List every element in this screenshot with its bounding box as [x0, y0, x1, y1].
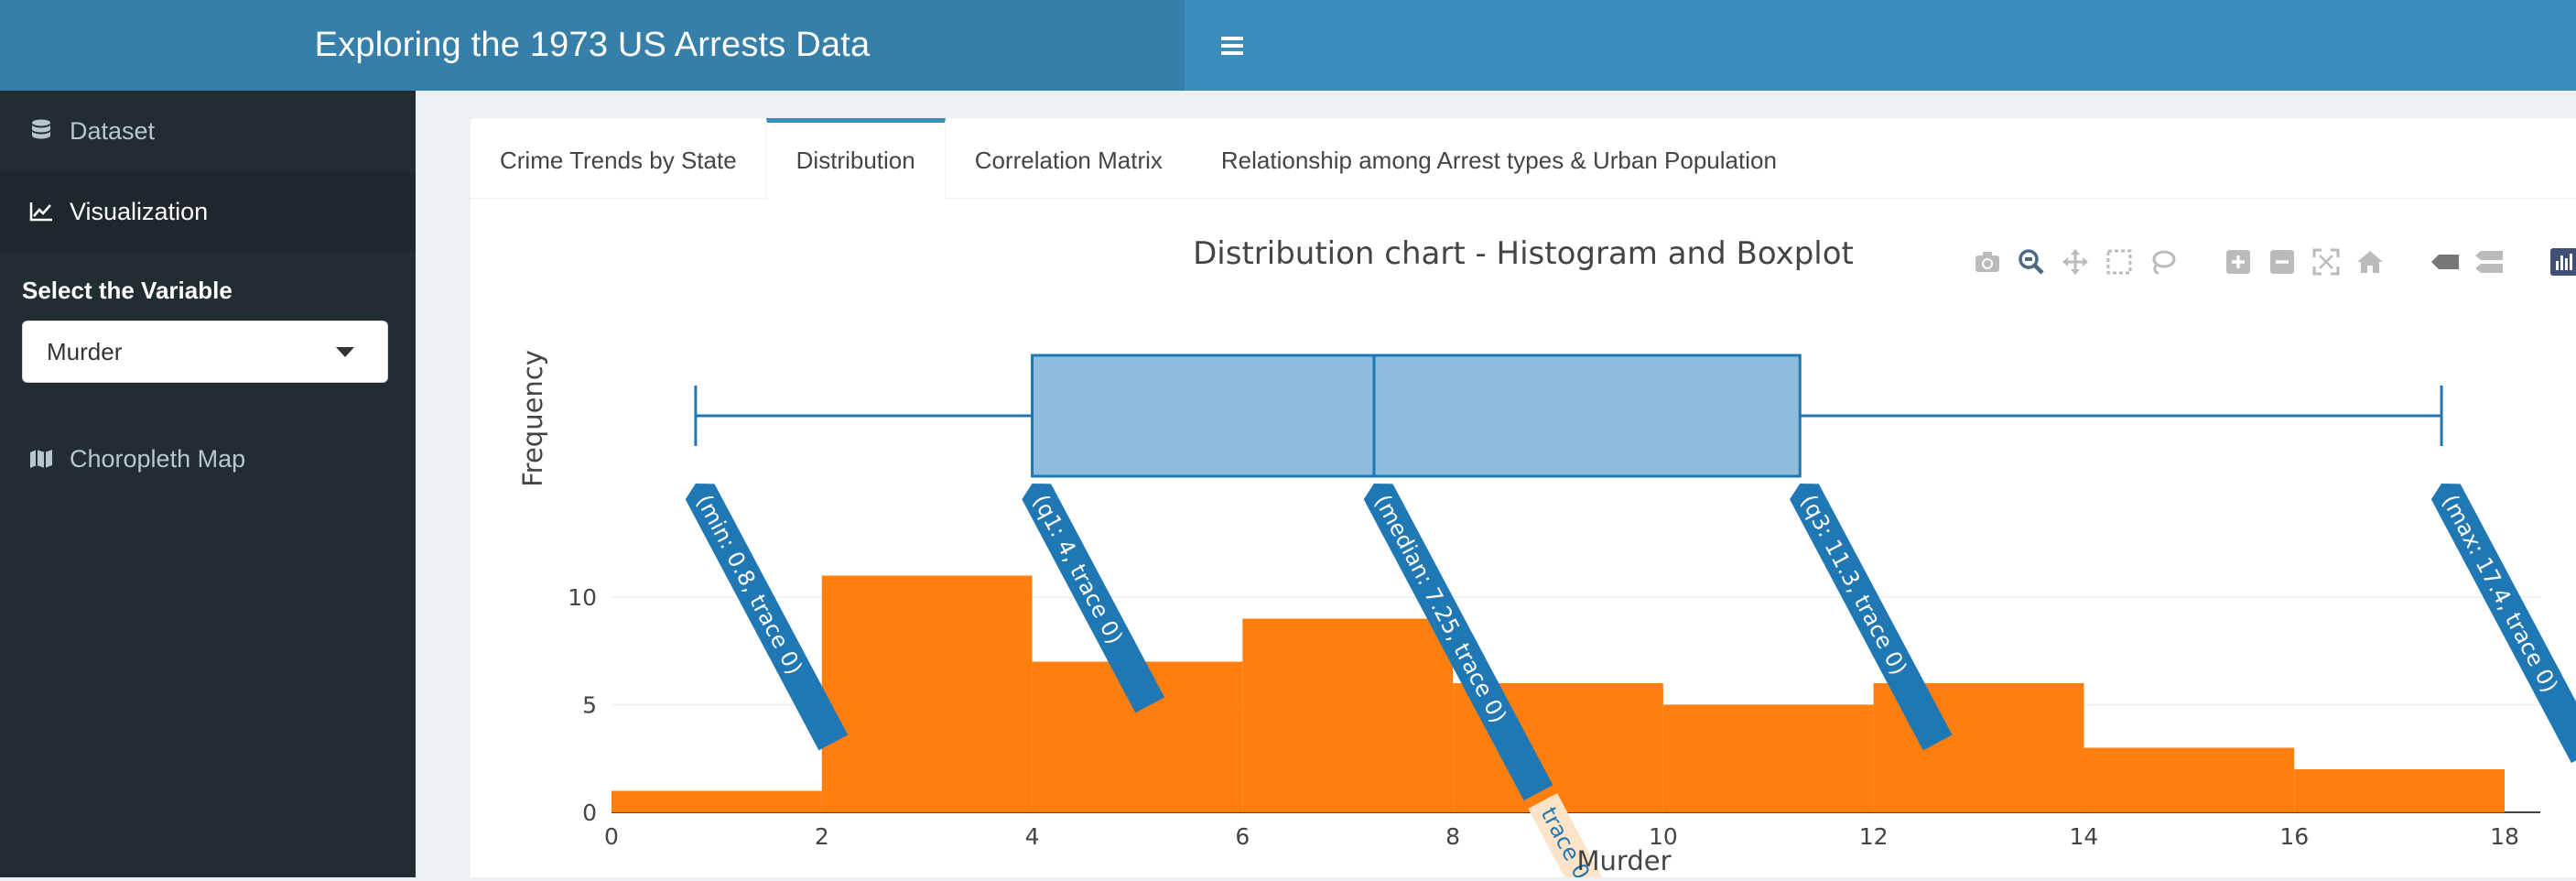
sidebar: Dataset Visualization Select the Variabl…: [0, 91, 416, 877]
x-tick-label: 0: [604, 823, 619, 850]
histogram-bar[interactable]: [1242, 618, 1454, 813]
y-tick-label: 10: [568, 584, 597, 611]
hover-label-bg: [685, 484, 849, 751]
tab-crime-trends[interactable]: Crime Trends by State: [500, 147, 737, 174]
zoom-icon[interactable]: [2016, 246, 2047, 277]
app-header: Exploring the 1973 US Arrests Data: [0, 0, 2576, 91]
hover-trace-bg: [1528, 793, 1608, 881]
sidebar-item-label: Dataset: [70, 116, 156, 145]
hover-label-bg: [1363, 484, 1553, 801]
histogram-bar[interactable]: [612, 790, 822, 813]
tab-distribution[interactable]: Distribution: [765, 118, 946, 199]
box-select-icon[interactable]: [2104, 246, 2135, 277]
hover-label-text: (q3: 11.3, trace 0): [1795, 491, 1911, 680]
tab-bar: Crime Trends by State Distribution Corre…: [471, 118, 2576, 199]
x-axis-label: Murder: [1577, 845, 1672, 876]
zoom-in-icon[interactable]: [2223, 246, 2254, 277]
histogram-bar[interactable]: [1662, 704, 1874, 813]
x-tick-label: 8: [1445, 823, 1460, 850]
y-tick-label: 5: [582, 692, 597, 719]
brand-area: Exploring the 1973 US Arrests Data: [0, 0, 1185, 91]
y-tick-label: 0: [582, 799, 597, 826]
hover-label: (max: 17.4, trace 0): [2430, 484, 2576, 764]
hover-label-text: (q1: 4, trace 0): [1028, 491, 1128, 648]
x-tick-label: 10: [1649, 823, 1678, 850]
histogram-bar[interactable]: [2084, 747, 2295, 813]
tab-correlation-matrix[interactable]: Correlation Matrix: [974, 147, 1163, 174]
chart-title: Distribution chart - Histogram and Boxpl…: [1193, 235, 1854, 272]
app-title: Exploring the 1973 US Arrests Data: [314, 26, 871, 64]
hover-closest-icon[interactable]: [2430, 246, 2461, 277]
y-axis-label: Frequency: [517, 350, 548, 487]
hover-label-bg: [1790, 484, 1953, 751]
main-content: Crime Trends by State Distribution Corre…: [416, 91, 2576, 881]
x-tick-label: 14: [2070, 823, 2099, 850]
plot-svg[interactable]: (min: 0.8, trace 0) (q1: 4, trace 0) (medi…: [471, 199, 2576, 881]
pan-icon[interactable]: [2060, 246, 2091, 277]
map-icon: [27, 445, 55, 473]
x-tick-label: 12: [1859, 823, 1889, 850]
sidebar-item-choropleth-map[interactable]: Choropleth Map: [0, 419, 416, 499]
lasso-icon[interactable]: [2148, 246, 2179, 277]
database-icon: [27, 117, 55, 145]
select-variable-label: Select the Variable: [22, 277, 233, 304]
sidebar-item-label: Choropleth Map: [70, 444, 246, 473]
histogram-bar[interactable]: [2294, 769, 2505, 812]
tab-box: Crime Trends by State Distribution Corre…: [471, 118, 2576, 881]
chevron-down-icon: [336, 347, 354, 357]
camera-icon[interactable]: [1972, 246, 2003, 277]
variable-select-value: Murder: [47, 337, 123, 365]
plotly-logo-icon[interactable]: [2549, 246, 2576, 277]
hover-label-bg: [2430, 484, 2576, 764]
x-tick-label: 18: [2490, 823, 2519, 850]
hover-label-bg: [1022, 484, 1165, 713]
hover-label-text: (max: 17.4, trace 0): [2437, 491, 2563, 697]
zoom-out-icon[interactable]: [2267, 246, 2298, 277]
hamburger-icon: [1221, 37, 1243, 55]
x-tick-label: 16: [2279, 823, 2309, 850]
x-tick-label: 2: [815, 823, 829, 850]
autoscale-icon[interactable]: [2311, 246, 2342, 277]
reset-axes-icon[interactable]: [2354, 246, 2386, 277]
sidebar-item-label: Visualization: [70, 197, 209, 225]
box-iqr[interactable]: [1031, 353, 1802, 478]
line-chart-icon: [27, 198, 55, 225]
hover-compare-icon[interactable]: [2473, 246, 2505, 277]
x-tick-label: 6: [1235, 823, 1250, 850]
hover-label-text: (min: 0.8, trace 0): [691, 491, 807, 680]
distribution-chart: Distribution chart - Histogram and Boxpl…: [471, 199, 2576, 881]
top-navbar: [1185, 0, 2576, 91]
tab-relationship[interactable]: Relationship among Arrest types & Urban …: [1220, 147, 1777, 174]
x-tick-label: 4: [1025, 823, 1040, 850]
histogram-bar[interactable]: [821, 575, 1033, 813]
sidebar-item-dataset[interactable]: Dataset: [0, 91, 416, 171]
sidebar-toggle-button[interactable]: [1212, 26, 1252, 66]
variable-select[interactable]: Murder: [22, 321, 388, 383]
plot-modebar: [1972, 246, 2576, 277]
sidebar-item-visualization[interactable]: Visualization: [0, 171, 416, 252]
